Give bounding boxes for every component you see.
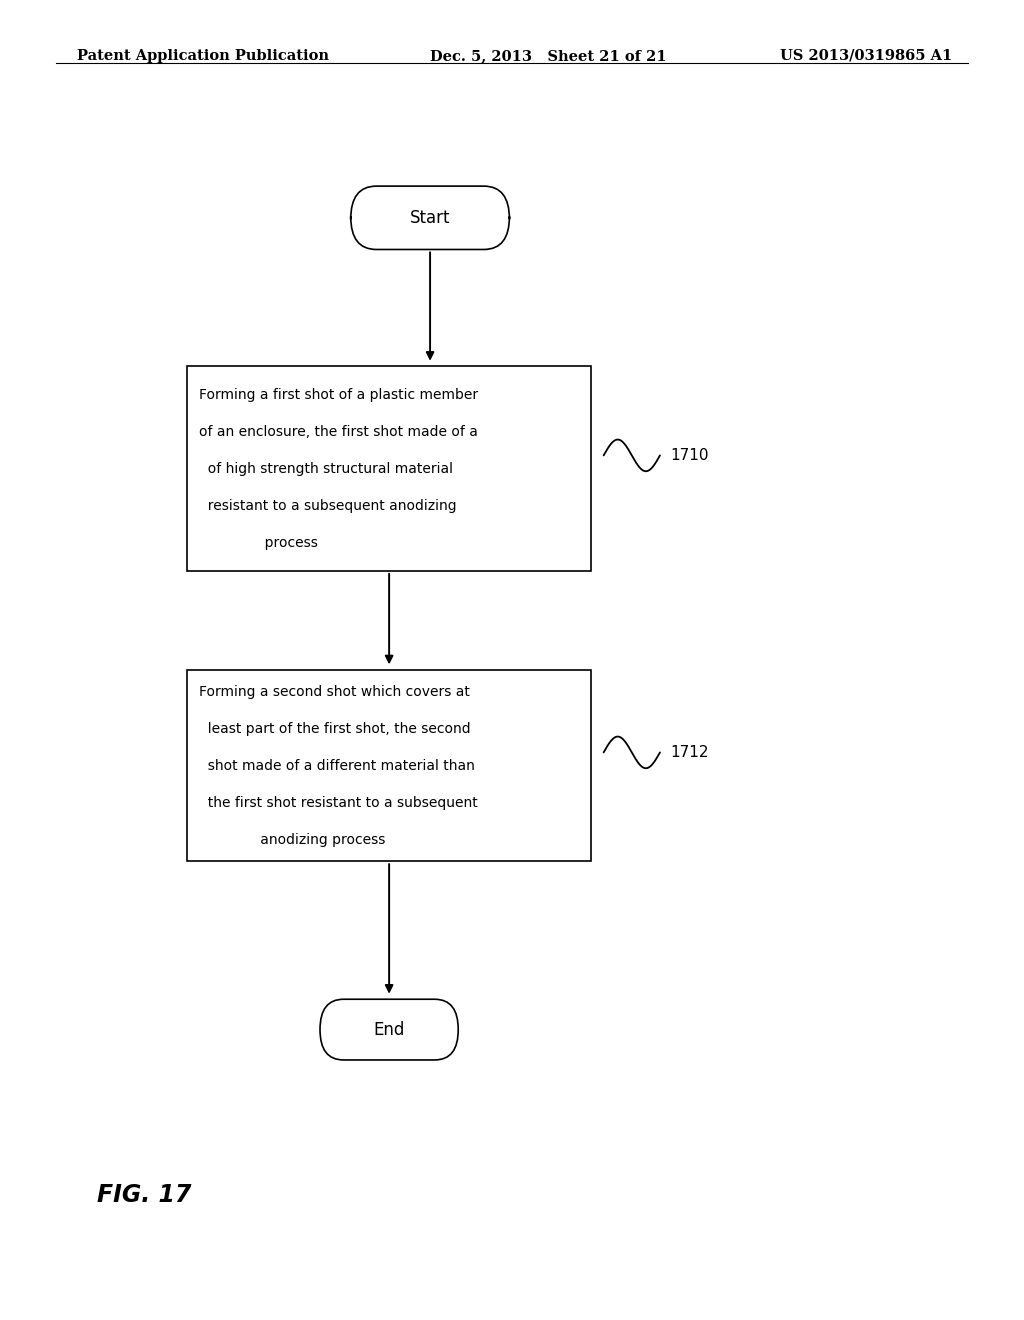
Text: the first shot resistant to a subsequent: the first shot resistant to a subsequent [199,796,478,809]
Text: Forming a first shot of a plastic member: Forming a first shot of a plastic member [199,388,478,401]
Bar [186,366,592,570]
Text: 1712: 1712 [671,744,709,760]
Text: Dec. 5, 2013   Sheet 21 of 21: Dec. 5, 2013 Sheet 21 of 21 [430,49,667,63]
Text: End: End [374,1020,404,1039]
Text: shot made of a different material than: shot made of a different material than [199,759,475,772]
FancyBboxPatch shape [350,186,509,249]
Text: process: process [199,536,318,549]
Text: US 2013/0319865 A1: US 2013/0319865 A1 [780,49,952,63]
Text: 1710: 1710 [671,447,709,463]
Text: Forming a second shot which covers at: Forming a second shot which covers at [199,685,470,698]
Text: FIG. 17: FIG. 17 [97,1183,191,1206]
Bar [186,671,592,862]
Text: Start: Start [410,209,451,227]
Text: Patent Application Publication: Patent Application Publication [77,49,329,63]
Text: resistant to a subsequent anodizing: resistant to a subsequent anodizing [199,499,457,512]
Text: of an enclosure, the first shot made of a: of an enclosure, the first shot made of … [199,425,478,438]
Text: anodizing process: anodizing process [199,833,386,846]
Text: least part of the first shot, the second: least part of the first shot, the second [199,722,471,735]
FancyBboxPatch shape [319,999,459,1060]
Text: of high strength structural material: of high strength structural material [199,462,454,475]
